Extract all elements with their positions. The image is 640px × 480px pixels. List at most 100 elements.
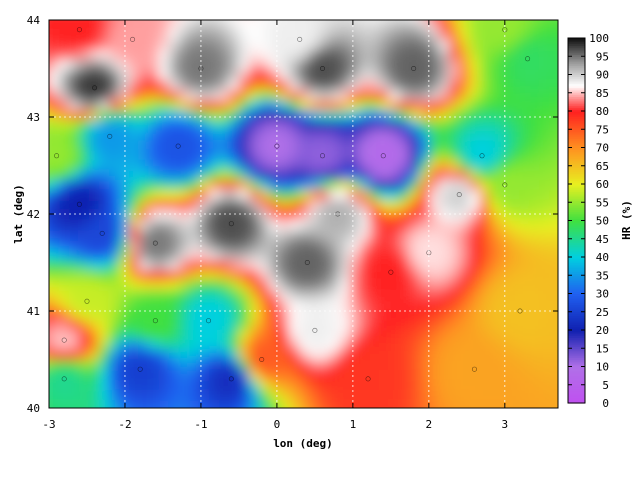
heat-cell (329, 300, 340, 311)
heat-cell (279, 140, 290, 151)
heat-cell (329, 260, 340, 271)
heat-cell (379, 20, 390, 31)
heat-cell (459, 390, 470, 401)
heat-cell (49, 360, 50, 371)
heat-cell (429, 370, 440, 381)
heat-cell (369, 330, 380, 341)
heat-cell (399, 260, 410, 271)
heat-cell (79, 60, 90, 71)
heat-cell (299, 70, 310, 81)
heat-cell (149, 310, 160, 321)
colorbar-tick-label: 35 (596, 269, 609, 282)
heat-cell (529, 200, 540, 211)
heat-cell (549, 90, 558, 101)
heat-cell (129, 270, 140, 281)
heat-cell (99, 260, 110, 271)
hr-sample-point (228, 376, 234, 382)
heat-cell (539, 410, 550, 421)
heat-cell (99, 130, 110, 141)
colorbar-segment (568, 200, 585, 203)
heat-cell (459, 200, 470, 211)
colorbar-segment (568, 152, 585, 156)
heat-cell (449, 380, 460, 391)
heat-cell (119, 120, 130, 131)
heat-cell (159, 130, 170, 141)
heat-cell (259, 360, 270, 371)
heat-cell (169, 270, 180, 281)
heat-cell (539, 340, 550, 351)
x-tick-label: -3 (42, 418, 55, 431)
heat-cell (339, 340, 350, 351)
heat-cell (219, 200, 230, 211)
heat-cell (429, 240, 440, 251)
heat-cell (359, 170, 370, 181)
heat-cell (99, 80, 110, 91)
heat-cell (449, 60, 460, 71)
heat-cell (409, 310, 420, 321)
heat-cell (479, 320, 490, 331)
heat-cell (99, 390, 110, 401)
heat-cell (439, 330, 450, 341)
heat-cell (529, 140, 540, 151)
heat-cell (439, 300, 450, 311)
heat-cell (49, 280, 60, 291)
heat-cell (459, 220, 470, 231)
colorbar-tick-label: 100 (589, 32, 609, 45)
heat-cell (399, 400, 410, 408)
heat-cell (479, 400, 490, 408)
heat-cell (349, 350, 360, 361)
heat-cell (159, 160, 170, 171)
heat-cell (59, 270, 70, 281)
heat-cell (49, 210, 50, 221)
heat-cell (429, 50, 440, 61)
heat-cell (159, 300, 170, 311)
heat-cell (539, 60, 550, 71)
heat-cell (49, 190, 60, 201)
heat-cell (439, 320, 450, 331)
heat-cell (159, 20, 170, 21)
heat-cell (289, 150, 300, 161)
heat-cell (349, 330, 360, 341)
heat-cell (209, 180, 220, 191)
heat-cell (409, 340, 420, 351)
heat-cell (339, 160, 350, 171)
heat-cell (519, 180, 530, 191)
heat-cell (299, 260, 310, 271)
heat-cell (209, 110, 220, 121)
colorbar-segment (568, 123, 585, 127)
heat-cell (549, 290, 558, 301)
colorbar-segment (568, 302, 585, 306)
heat-cell (409, 120, 420, 131)
heat-cell (309, 360, 320, 371)
heat-cell (59, 20, 70, 31)
heat-cell (379, 130, 390, 141)
heat-cell (139, 110, 150, 121)
heat-cell (479, 230, 490, 241)
heat-cell (239, 310, 250, 321)
heat-cell (459, 360, 470, 371)
heat-cell (79, 220, 90, 231)
heat-cell (349, 370, 360, 381)
heat-cell (249, 260, 260, 271)
heat-cell (479, 90, 490, 101)
heat-cell (159, 330, 170, 341)
heat-cell (549, 400, 558, 408)
heat-cell (289, 140, 300, 151)
heat-cell (549, 150, 558, 161)
heat-cell (139, 180, 150, 191)
heat-cell (69, 90, 80, 101)
heat-cell (189, 360, 200, 371)
heat-cell (529, 340, 540, 351)
heat-cell (409, 190, 420, 201)
heat-cell (239, 150, 250, 161)
heat-cell (109, 190, 120, 201)
heat-cell (439, 100, 450, 111)
heat-cell (169, 260, 180, 271)
heat-cell (299, 60, 310, 71)
heat-cell (109, 210, 120, 221)
colorbar-segment (568, 308, 585, 311)
heat-cell (379, 120, 390, 131)
heat-cell (109, 110, 120, 121)
heat-cell (229, 230, 240, 241)
heat-cell (289, 200, 300, 211)
